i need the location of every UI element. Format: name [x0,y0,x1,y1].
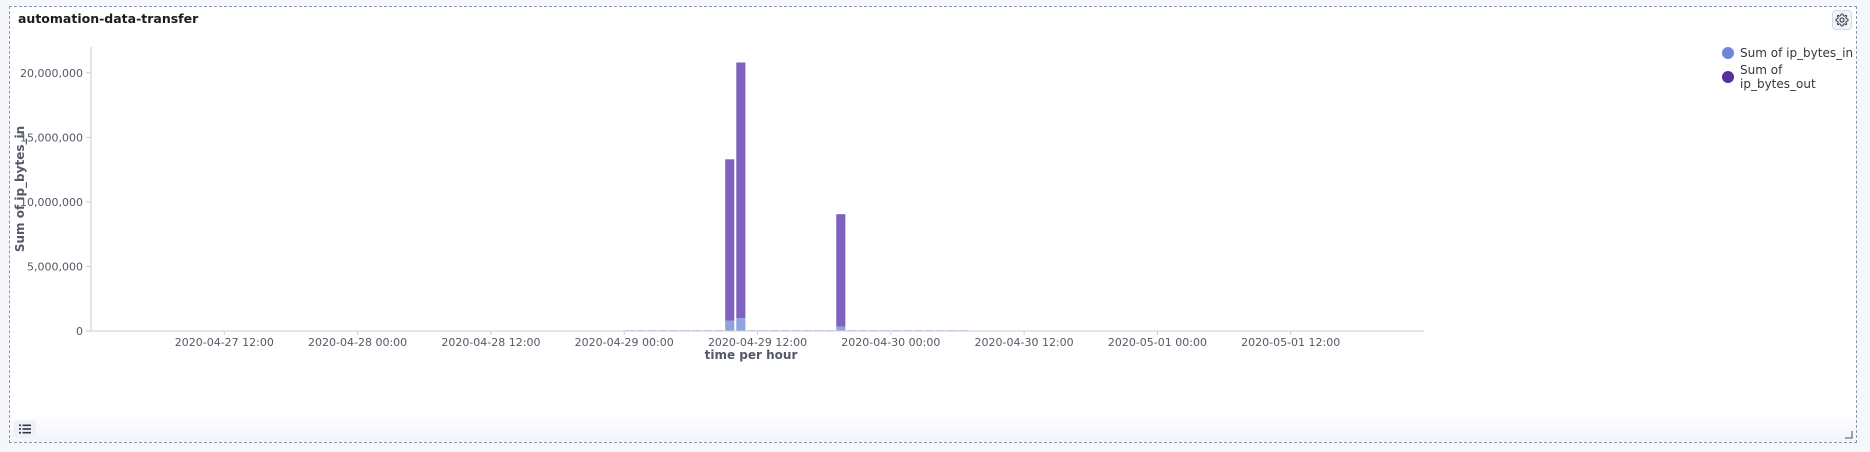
x-tick-label: 2020-04-27 12:00 [175,336,274,349]
visualization-panel: automation-data-transfer 0 5,000,000 10,00… [9,6,1857,443]
bar-sum-of-ip-bytes-out [736,62,746,319]
x-tick-label: 2020-05-01 00:00 [1108,336,1207,349]
x-tick-label: 2020-04-30 12:00 [975,336,1074,349]
y-tick-label: 20,000,000 [20,67,83,80]
legend-color-dot [1722,71,1734,83]
chart-legend: Sum of ip_bytes_in Sum of ip_bytes_out [1722,41,1856,91]
bar-sum-of-ip-bytes-in [836,326,846,331]
y-tick-label: 15,000,000 [20,131,83,144]
x-tick-label: 2020-04-29 12:00 [708,336,807,349]
legend-color-dot [1722,47,1734,59]
x-tick-label: 2020-04-28 00:00 [308,336,407,349]
list-icon [19,424,31,434]
x-tick-label: 2020-04-28 12:00 [441,336,540,349]
legend-item[interactable]: Sum of ip_bytes_out [1722,63,1856,91]
bar-sum-of-ip-bytes-out [836,214,846,327]
panel-title: automation-data-transfer [18,11,199,26]
legend-item[interactable]: Sum of ip_bytes_in [1722,41,1856,65]
bar-sum-of-ip-bytes-in [736,318,746,331]
x-tick-label: 2020-05-01 12:00 [1241,336,1340,349]
y-axis-title: Sum of ip_bytes_in [13,126,28,252]
resize-handle-icon[interactable] [1844,430,1853,439]
bar-sum-of-ip-bytes-in [725,320,735,331]
x-tick-label: 2020-04-30 00:00 [841,336,940,349]
legend-label: Sum of ip_bytes_in [1740,46,1854,60]
bottom-fade [10,414,1856,442]
y-tick-label: 5,000,000 [27,260,83,273]
y-tick-label: 0 [76,325,83,338]
legend-toggle-button[interactable] [14,420,36,438]
y-tick-label: 10,000,000 [20,196,83,209]
x-axis-title: time per hour [705,348,798,362]
bar-chart: 0 5,000,000 10,000,000 15,000,000 20,000,000… [13,47,1424,362]
gear-icon [1835,13,1849,27]
panel-options-button[interactable] [1832,10,1852,30]
legend-label: Sum of ip_bytes_out [1740,63,1816,91]
x-tick-label: 2020-04-29 00:00 [575,336,674,349]
bar-sum-of-ip-bytes-out [725,159,735,321]
